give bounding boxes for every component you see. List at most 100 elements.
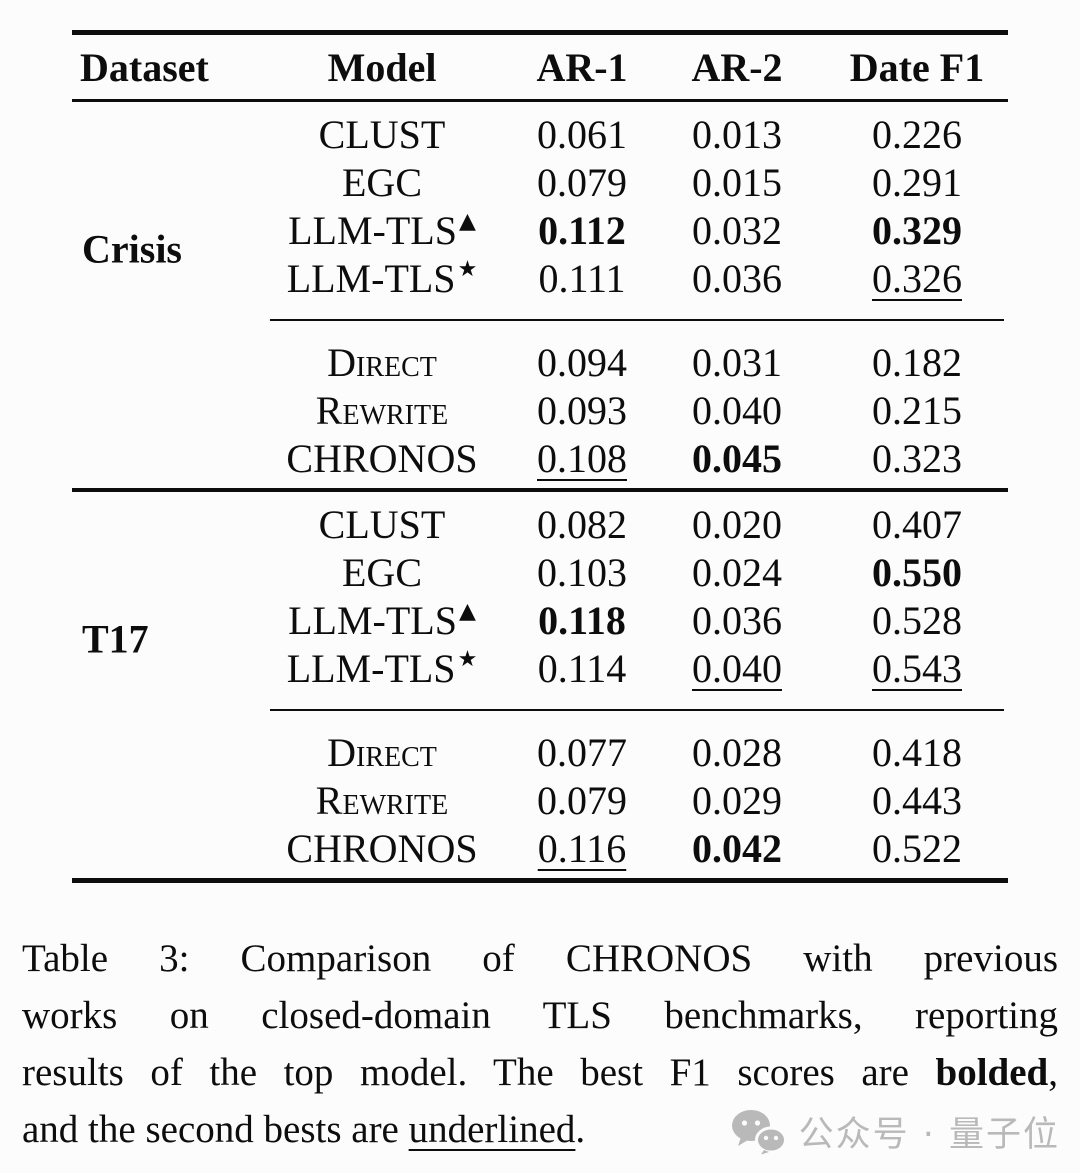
table-row: EGC 0.103 0.024 0.550 xyxy=(72,548,1008,596)
caption-line-3: results of the top model. The best F1 sc… xyxy=(22,1044,1058,1101)
header-model: Model xyxy=(327,44,437,90)
table-row: LLM-TLS★ 0.114 0.040 0.543 xyxy=(72,644,1008,692)
table-bottom-rule xyxy=(72,878,1008,883)
cell-model: LLM-TLS▲ xyxy=(262,207,502,254)
triangle-superscript-icon: ▲ xyxy=(458,598,476,624)
caption-text: . xyxy=(575,1108,586,1151)
results-table: Dataset Model AR-1 AR-2 Date F1 Crisis C… xyxy=(72,30,1008,883)
cell-date-f1: 0.543 xyxy=(872,645,962,691)
cell-model: EGC xyxy=(262,549,502,596)
star-superscript-icon: ★ xyxy=(457,646,478,672)
dataset-label-crisis: Crisis xyxy=(82,226,182,272)
cell-date-f1: 0.418 xyxy=(872,729,962,775)
cell-model: Rewrite xyxy=(262,387,502,434)
table-top-rule xyxy=(72,30,1008,35)
cell-ar1: 0.111 xyxy=(538,255,626,301)
cell-ar2: 0.036 xyxy=(692,255,782,301)
cell-model: LLM-TLS▲ xyxy=(262,597,502,644)
model-label: LLM-TLS xyxy=(288,597,457,643)
caption-text: results of the top model. The best F1 sc… xyxy=(22,1051,936,1094)
caption-bolded-word: bolded xyxy=(935,1051,1049,1094)
caption-line-4: and the second bests are underlined. xyxy=(22,1101,1058,1158)
cell-ar1: 0.079 xyxy=(537,159,627,205)
model-label: CLUST xyxy=(318,501,446,547)
model-label: Direct xyxy=(327,729,437,775)
group-crisis: Crisis CLUST 0.061 0.013 0.226 EGC 0.079… xyxy=(72,102,1008,488)
group-t17: T17 CLUST 0.082 0.020 0.407 EGC 0.103 0.… xyxy=(72,492,1008,878)
model-label: CHRONOS xyxy=(286,435,478,481)
section-divider-rule xyxy=(72,488,1008,492)
caption-text: , xyxy=(1048,1051,1058,1094)
cell-ar1: 0.103 xyxy=(537,549,627,595)
table-row: LLM-TLS▲ 0.112 0.032 0.329 xyxy=(72,206,1008,254)
cell-ar2: 0.013 xyxy=(692,111,782,157)
model-label: Rewrite xyxy=(315,777,449,823)
cell-model: LLM-TLS★ xyxy=(262,255,502,302)
cell-ar1: 0.112 xyxy=(538,207,626,253)
cell-date-f1: 0.226 xyxy=(872,111,962,157)
header-separator-rule xyxy=(72,99,1008,102)
table-row: Direct 0.077 0.028 0.418 xyxy=(72,728,1008,776)
cell-ar2: 0.032 xyxy=(692,207,782,253)
model-label: EGC xyxy=(342,159,422,205)
cell-ar1: 0.114 xyxy=(537,645,627,691)
cell-ar2: 0.045 xyxy=(692,435,782,481)
header-date-f1: Date F1 xyxy=(849,44,985,90)
cell-ar2: 0.036 xyxy=(692,597,782,643)
table-header-row: Dataset Model AR-1 AR-2 Date F1 xyxy=(72,35,1008,99)
cell-date-f1: 0.522 xyxy=(872,825,962,871)
model-label: Rewrite xyxy=(315,387,449,433)
watermark-text: 公众号 · 量子位 xyxy=(798,1115,1060,1155)
cell-date-f1: 0.407 xyxy=(872,501,962,547)
table-row: CLUST 0.082 0.020 0.407 xyxy=(72,500,1008,548)
caption-line-2: works on closed-domain TLS benchmarks, r… xyxy=(22,994,1058,1037)
model-label: CHRONOS xyxy=(286,825,478,871)
triangle-superscript-icon: ▲ xyxy=(458,208,476,234)
cell-model: EGC xyxy=(262,159,502,206)
wechat-icon xyxy=(731,1109,787,1154)
header-dataset: Dataset xyxy=(80,44,209,90)
model-label: LLM-TLS xyxy=(286,645,456,691)
star-superscript-icon: ★ xyxy=(457,256,478,282)
model-label: CLUST xyxy=(318,111,446,157)
partial-rule-row xyxy=(72,302,1008,338)
cell-date-f1: 0.323 xyxy=(872,435,962,481)
table-caption: Table 3: Comparison of CHRONOS with prev… xyxy=(22,930,1058,1158)
caption-text: and the second bests are xyxy=(22,1108,409,1151)
table-row: Direct 0.094 0.031 0.182 xyxy=(72,338,1008,386)
watermark: 公众号 · 量子位 xyxy=(731,1106,1060,1157)
partial-rule-row xyxy=(72,692,1008,728)
cell-ar2: 0.015 xyxy=(692,159,782,205)
cell-model: CLUST xyxy=(262,501,502,548)
header-ar1: AR-1 xyxy=(536,44,628,90)
table-row: LLM-TLS★ 0.111 0.036 0.326 xyxy=(72,254,1008,302)
cell-model: CLUST xyxy=(262,111,502,158)
table-row: LLM-TLS▲ 0.118 0.036 0.528 xyxy=(72,596,1008,644)
cell-ar2: 0.040 xyxy=(692,387,782,433)
partial-rule xyxy=(270,709,1004,711)
cell-date-f1: 0.528 xyxy=(872,597,962,643)
cell-ar1: 0.077 xyxy=(537,729,627,775)
table-row: CHRONOS 0.116 0.042 0.522 xyxy=(72,824,1008,872)
cell-ar2: 0.042 xyxy=(692,825,782,871)
cell-date-f1: 0.443 xyxy=(872,777,962,823)
table-row: CLUST 0.061 0.013 0.226 xyxy=(72,110,1008,158)
table-row: CHRONOS 0.108 0.045 0.323 xyxy=(72,434,1008,482)
dataset-label-t17: T17 xyxy=(82,616,149,662)
partial-rule xyxy=(270,319,1004,321)
cell-ar1: 0.118 xyxy=(538,597,626,643)
table-row: Rewrite 0.079 0.029 0.443 xyxy=(72,776,1008,824)
cell-model: Rewrite xyxy=(262,777,502,824)
cell-ar2: 0.029 xyxy=(692,777,782,823)
model-label: LLM-TLS xyxy=(288,207,457,253)
cell-date-f1: 0.329 xyxy=(872,207,962,253)
cell-ar1: 0.108 xyxy=(537,435,627,481)
cell-ar2: 0.040 xyxy=(692,645,782,691)
table-row: EGC 0.079 0.015 0.291 xyxy=(72,158,1008,206)
model-label: EGC xyxy=(342,549,422,595)
cell-date-f1: 0.291 xyxy=(872,159,962,205)
model-label: LLM-TLS xyxy=(286,255,456,301)
model-label: Direct xyxy=(327,339,437,385)
cell-ar1: 0.093 xyxy=(537,387,627,433)
